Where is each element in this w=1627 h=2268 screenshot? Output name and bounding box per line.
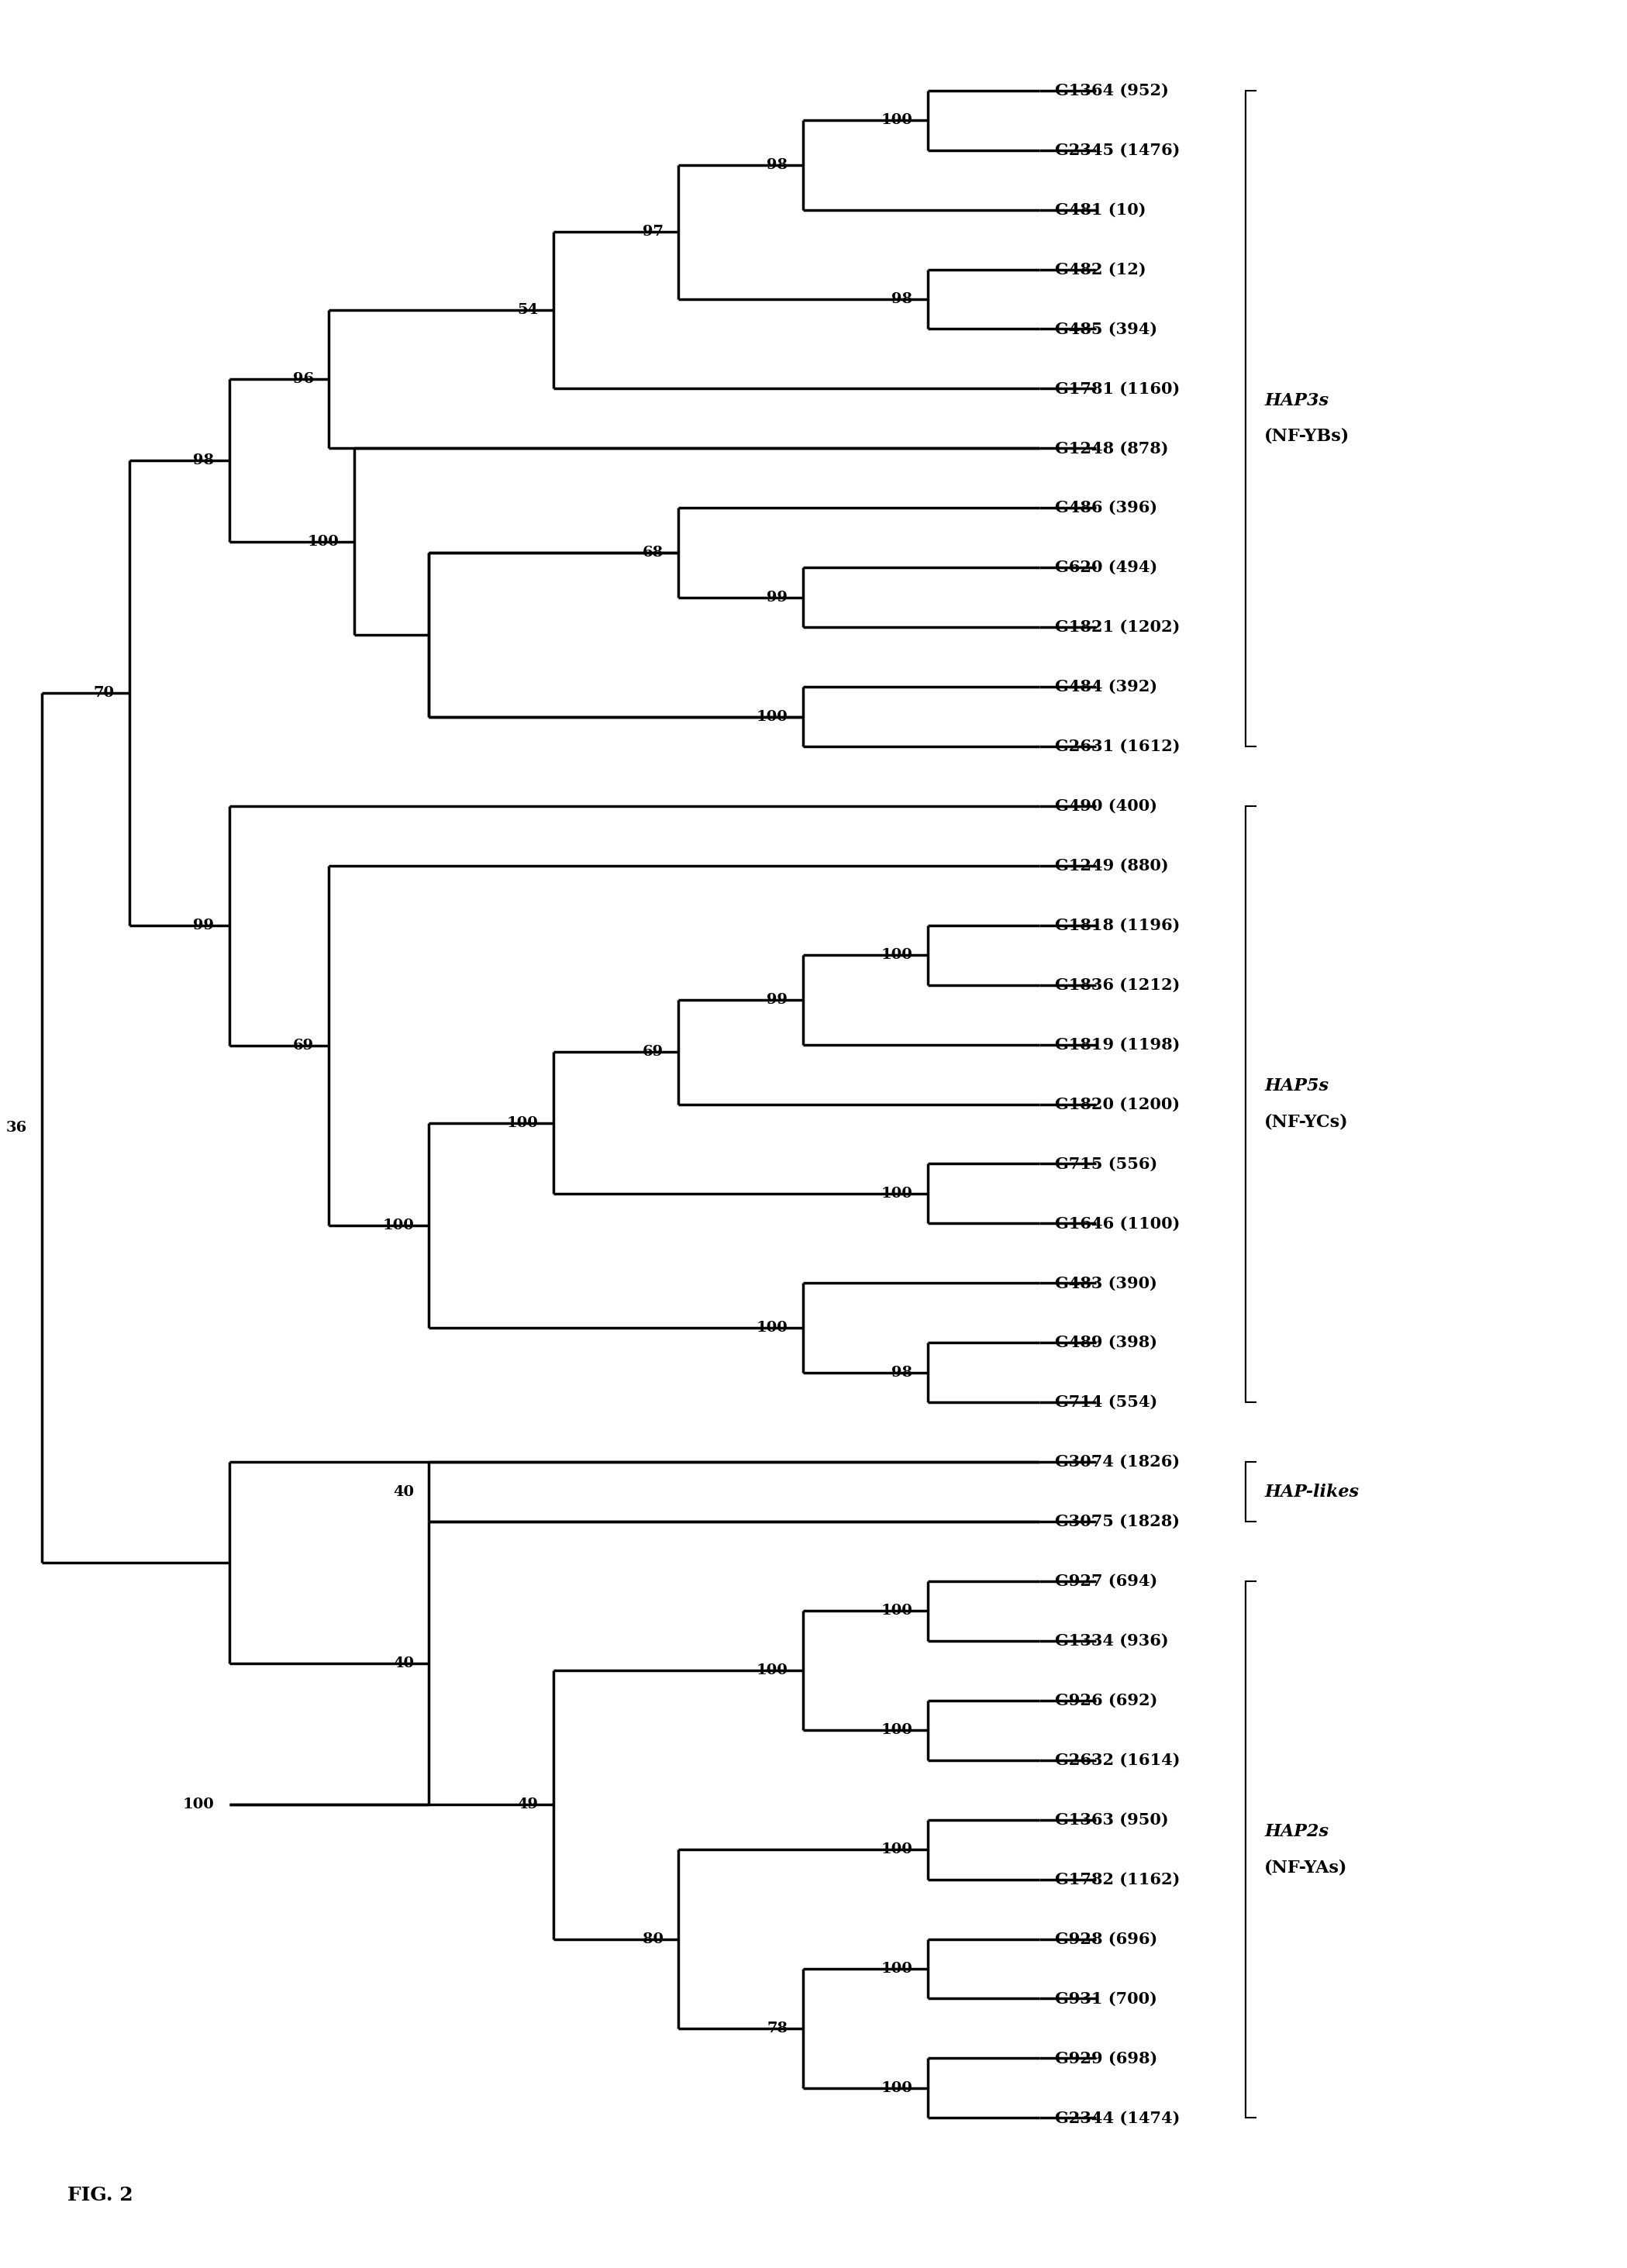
Text: 99: 99 [194,919,215,932]
Text: 40: 40 [392,1486,413,1499]
Text: 100: 100 [880,1724,913,1737]
Text: 100: 100 [880,1842,913,1857]
Text: 54: 54 [517,304,539,318]
Text: 78: 78 [766,2021,787,2034]
Text: G715 (556): G715 (556) [1054,1157,1157,1173]
Text: 98: 98 [194,454,215,467]
Text: G2344 (1474): G2344 (1474) [1054,2109,1180,2125]
Text: G927 (694): G927 (694) [1054,1574,1157,1590]
Text: 69: 69 [293,1039,314,1052]
Text: G1248 (878): G1248 (878) [1054,440,1168,456]
Text: 68: 68 [643,547,664,560]
Text: G484 (392): G484 (392) [1054,678,1157,694]
Text: G1782 (1162): G1782 (1162) [1054,1871,1180,1887]
Text: 40: 40 [392,1656,413,1669]
Text: 100: 100 [382,1218,413,1232]
Text: G1334 (936): G1334 (936) [1054,1633,1168,1649]
Text: G1821 (1202): G1821 (1202) [1054,619,1180,635]
Text: 100: 100 [880,948,913,962]
Text: G3074 (1826): G3074 (1826) [1054,1454,1180,1470]
Text: G1364 (952): G1364 (952) [1054,82,1168,98]
Text: G931 (700): G931 (700) [1054,1991,1157,2007]
Text: 100: 100 [308,535,338,549]
Text: FIG. 2: FIG. 2 [67,2186,133,2204]
Text: G2631 (1612): G2631 (1612) [1054,739,1180,755]
Text: 100: 100 [880,113,913,127]
Text: 96: 96 [293,372,314,386]
Text: HAP3s: HAP3s [1264,392,1329,408]
Text: 80: 80 [643,1932,664,1946]
Text: 100: 100 [757,1320,787,1336]
Text: 69: 69 [643,1046,664,1059]
Text: G926 (692): G926 (692) [1054,1692,1157,1708]
Text: G928 (696): G928 (696) [1054,1932,1157,1946]
Text: 98: 98 [892,293,913,306]
Text: G929 (698): G929 (698) [1054,2050,1157,2066]
Text: HAP2s: HAP2s [1264,1823,1329,1839]
Text: G714 (554): G714 (554) [1054,1395,1157,1411]
Text: (NF-YBs): (NF-YBs) [1264,429,1350,445]
Text: G2345 (1476): G2345 (1476) [1054,143,1180,159]
Text: G1646 (1100): G1646 (1100) [1054,1216,1180,1232]
Text: G482 (12): G482 (12) [1054,261,1145,277]
Text: G483 (390): G483 (390) [1054,1275,1157,1290]
Text: 99: 99 [766,590,787,603]
Text: G1781 (1160): G1781 (1160) [1054,381,1180,397]
Text: 49: 49 [517,1799,539,1812]
Text: G1249 (880): G1249 (880) [1054,857,1168,873]
Text: G1836 (1212): G1836 (1212) [1054,978,1180,993]
Text: 100: 100 [508,1116,539,1129]
Text: HAP5s: HAP5s [1264,1077,1329,1095]
Text: 100: 100 [757,1665,787,1678]
Text: 99: 99 [766,993,787,1007]
Text: 100: 100 [880,2082,913,2096]
Text: G481 (10): G481 (10) [1054,202,1145,218]
Text: G486 (396): G486 (396) [1054,501,1157,515]
Text: G1820 (1200): G1820 (1200) [1054,1095,1180,1111]
Text: G490 (400): G490 (400) [1054,798,1157,814]
Text: G485 (394): G485 (394) [1054,322,1157,336]
Text: G1818 (1196): G1818 (1196) [1054,919,1180,932]
Text: 98: 98 [892,1365,913,1379]
Text: (NF-YCs): (NF-YCs) [1264,1114,1349,1132]
Text: G1819 (1198): G1819 (1198) [1054,1036,1180,1052]
Text: HAP-likes: HAP-likes [1264,1483,1359,1501]
Text: 100: 100 [757,710,787,723]
Text: 70: 70 [94,687,114,701]
Text: G489 (398): G489 (398) [1054,1336,1157,1349]
Text: G3075 (1828): G3075 (1828) [1054,1513,1180,1529]
Text: G1363 (950): G1363 (950) [1054,1812,1168,1828]
Text: 100: 100 [880,1962,913,1975]
Text: 100: 100 [182,1799,215,1812]
Text: G620 (494): G620 (494) [1054,560,1157,576]
Text: 100: 100 [880,1186,913,1200]
Text: 100: 100 [880,1603,913,1617]
Text: G2632 (1614): G2632 (1614) [1054,1753,1180,1767]
Text: 98: 98 [766,159,787,172]
Text: 36: 36 [7,1120,28,1134]
Text: 97: 97 [643,225,664,238]
Text: (NF-YAs): (NF-YAs) [1264,1860,1347,1876]
